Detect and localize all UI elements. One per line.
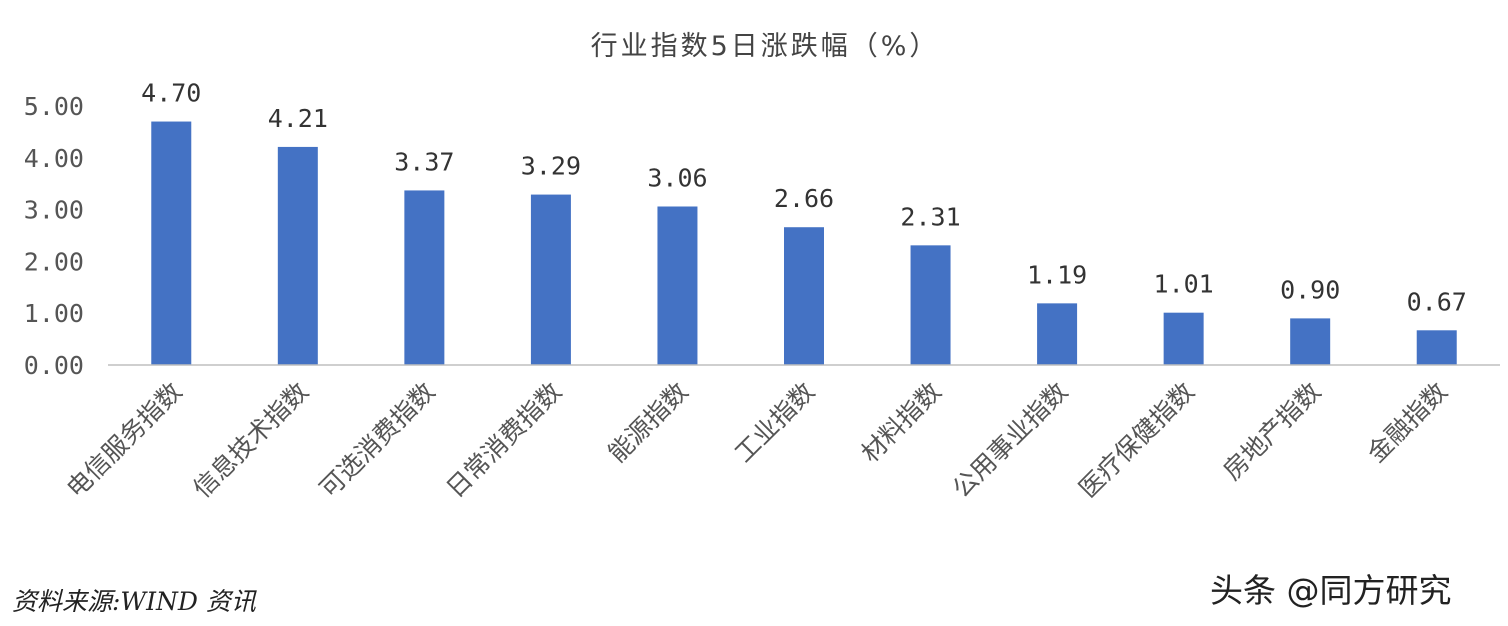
y-tick-label: 5.00	[24, 92, 84, 121]
y-tick-label: 2.00	[24, 247, 84, 276]
watermark: 头条 @同方研究	[1210, 571, 1452, 610]
data-labels-group: 4.70 4.21 3.37 3.29 3.06 2.66 2.31 1.19 1.01 0.90…	[141, 79, 1467, 317]
bar	[530, 194, 571, 365]
bar	[151, 121, 192, 365]
bar	[404, 190, 445, 365]
data-label: 4.21	[268, 104, 328, 133]
chart-title: 行业指数5日涨跌幅（%）	[591, 31, 940, 62]
data-label: 2.66	[774, 184, 834, 213]
bar	[1037, 303, 1078, 365]
data-label: 1.01	[1154, 270, 1214, 299]
bar	[1416, 330, 1457, 365]
y-tick-label: 1.00	[24, 299, 84, 328]
bar	[657, 206, 698, 365]
data-label: 3.29	[521, 152, 581, 181]
x-tick-label: 可选消费指数	[314, 377, 441, 504]
bars-group	[151, 121, 1457, 365]
bar	[1290, 318, 1331, 365]
x-tick-label: 信息技术指数	[187, 377, 314, 504]
bar	[910, 245, 951, 365]
x-tick-label: 工业指数	[729, 377, 820, 468]
x-tick-label: 日常消费指数	[441, 377, 568, 504]
x-tick-label: 电信服务指数	[61, 377, 188, 504]
data-label: 1.19	[1027, 260, 1087, 289]
y-tick-label: 4.00	[24, 144, 84, 173]
data-label: 3.37	[394, 147, 454, 176]
data-label: 3.06	[647, 163, 707, 192]
x-tick-label: 医疗保健指数	[1073, 377, 1200, 504]
x-tick-label: 能源指数	[602, 377, 693, 468]
data-label: 0.67	[1407, 287, 1467, 316]
data-label: 0.90	[1280, 275, 1340, 304]
y-tick-label: 3.00	[24, 196, 84, 225]
x-axis-ticks: 电信服务指数 信息技术指数 可选消费指数 日常消费指数 能源指数 工业指数 材料指数 公用事业…	[61, 377, 1453, 504]
x-tick-label: 房地产指数	[1218, 377, 1327, 486]
data-label: 2.31	[900, 202, 960, 231]
x-tick-label: 金融指数	[1362, 377, 1453, 468]
bar	[1163, 312, 1204, 365]
bar	[784, 227, 824, 365]
data-label: 4.70	[141, 79, 201, 108]
y-tick-label: 0.00	[24, 351, 84, 380]
x-tick-label: 材料指数	[856, 377, 947, 468]
bar	[277, 146, 318, 365]
x-tick-label: 公用事业指数	[947, 377, 1074, 504]
y-axis-ticks: 0.00 1.00 2.00 3.00 4.00 5.00	[24, 92, 84, 380]
source-note: 资料来源:WIND 资讯	[12, 587, 256, 616]
